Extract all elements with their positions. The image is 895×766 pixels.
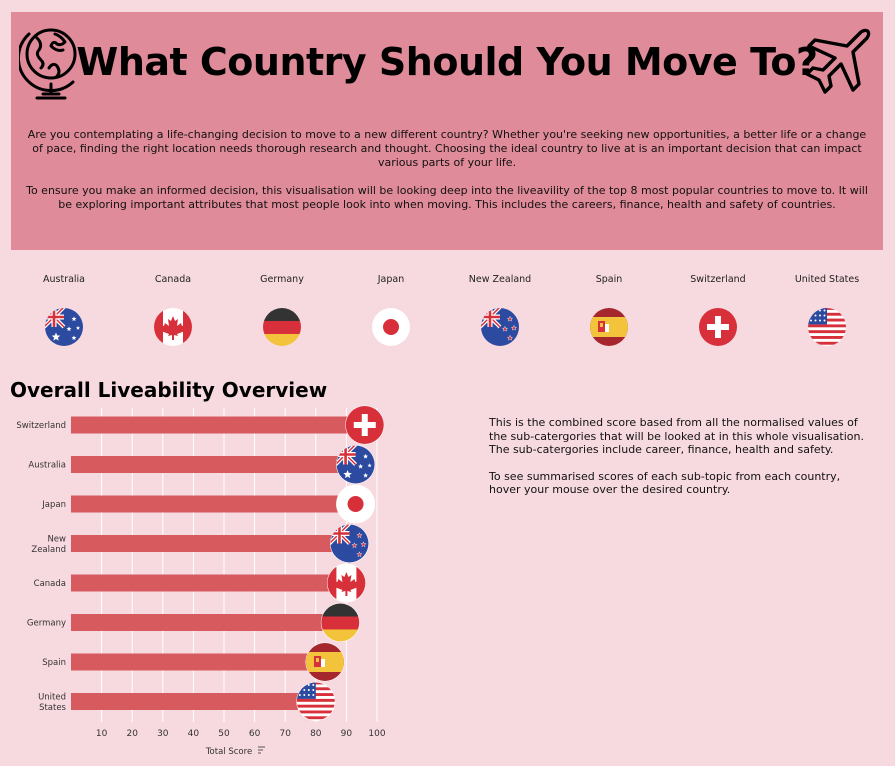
header-banner: What Country Should You Move To? Are you… (11, 12, 883, 250)
category-label: Canada (34, 579, 66, 589)
category-label-line: Canada (34, 579, 66, 589)
country-option[interactable]: Germany (237, 274, 327, 346)
page-title: What Country Should You Move To? (76, 40, 818, 84)
category-label-line: Japan (41, 500, 66, 510)
switzerland-flag-icon[interactable] (698, 307, 738, 347)
category-label-line: Spain (42, 658, 66, 668)
united-states-flag-icon[interactable] (807, 307, 847, 347)
country-option[interactable]: Australia (19, 274, 109, 346)
germany-flag-icon[interactable] (262, 307, 302, 347)
bar[interactable] (71, 456, 356, 473)
country-option[interactable]: Japan (346, 274, 436, 346)
bar[interactable] (71, 416, 365, 434)
australia-flag-icon[interactable] (44, 307, 84, 347)
x-tick-label: 20 (126, 729, 138, 739)
x-tick-label: 60 (249, 729, 261, 739)
country-label: Spain (595, 274, 623, 285)
airplane-icon (805, 28, 871, 94)
new-zealand-flag-icon[interactable] (329, 524, 369, 564)
australia-flag-icon[interactable] (336, 445, 376, 485)
country-option[interactable]: Switzerland (673, 274, 763, 346)
x-tick-label: 30 (157, 729, 169, 739)
spain-flag-icon[interactable] (305, 642, 345, 682)
country-label: Germany (260, 274, 304, 285)
intro-text: Are you contemplating a life-changing de… (23, 128, 871, 226)
bar[interactable] (71, 693, 316, 710)
category-label: United States (38, 692, 66, 713)
overview-description: This is the combined score based from al… (489, 416, 874, 510)
liveability-bar-chart: Switzerland Australia Japan New Zealand Canad… (16, 405, 386, 757)
category-label-line: States (39, 703, 66, 713)
canada-flag-icon[interactable] (153, 307, 193, 347)
category-label: Germany (27, 619, 66, 629)
intro-paragraph-1: Are you contemplating a life-changing de… (27, 128, 867, 169)
category-label-line: Switzerland (16, 421, 66, 431)
category-label: Spain (42, 658, 66, 668)
overview-description-1: This is the combined score based from al… (489, 416, 864, 456)
x-axis: 10 20 30 40 50 60 70 80 90 100 Total Score (96, 729, 386, 757)
category-label: New Zealand (31, 534, 66, 555)
category-label-line: Zealand (31, 545, 66, 555)
sort-icon[interactable] (258, 746, 265, 754)
x-tick-label: 50 (218, 729, 230, 739)
intro-paragraph-2: To ensure you make an informed decision,… (26, 184, 868, 211)
germany-flag-icon[interactable] (320, 603, 360, 643)
country-label: Australia (42, 274, 86, 285)
japan-flag-icon[interactable] (371, 307, 411, 347)
x-tick-label: 40 (188, 729, 200, 739)
bar[interactable] (71, 495, 356, 513)
bar[interactable] (71, 535, 350, 552)
category-label-line: United (38, 692, 66, 702)
country-label: Japan (377, 274, 405, 285)
x-axis-title: Total Score (205, 747, 252, 757)
category-label-line: New (47, 534, 66, 544)
category-label-line: Germany (27, 619, 66, 629)
country-label: United States (794, 274, 860, 285)
spain-flag-icon[interactable] (589, 307, 629, 347)
country-label: Canada (154, 274, 192, 285)
united-states-flag-icon[interactable] (296, 682, 336, 722)
overview-title: Overall Liveability Overview (10, 378, 328, 402)
switzerland-flag-icon[interactable] (345, 405, 385, 445)
category-label-line: Australia (28, 461, 66, 471)
bar[interactable] (71, 574, 347, 592)
category-label: Australia (28, 461, 66, 471)
x-tick-label: 100 (368, 729, 385, 739)
country-option[interactable]: Spain (564, 274, 654, 346)
new-zealand-flag-icon[interactable] (480, 307, 520, 347)
x-tick-label: 90 (341, 729, 353, 739)
canada-flag-icon[interactable] (326, 563, 366, 603)
country-option[interactable]: New Zealand (455, 274, 545, 346)
country-option[interactable]: Canada (128, 274, 218, 346)
category-label: Switzerland (16, 421, 66, 431)
bar[interactable] (71, 614, 341, 631)
overview-description-2: To see summarised scores of each sub-top… (489, 469, 841, 497)
x-tick-label: 70 (279, 729, 291, 739)
country-option[interactable]: United States (782, 274, 872, 346)
country-label: Switzerland (690, 274, 746, 285)
x-tick-label: 80 (310, 729, 322, 739)
bar[interactable] (71, 653, 325, 671)
globe-icon (19, 28, 77, 100)
country-label: New Zealand (468, 274, 532, 285)
x-tick-label: 10 (96, 729, 108, 739)
japan-flag-icon[interactable] (336, 484, 376, 524)
category-label: Japan (41, 500, 66, 510)
